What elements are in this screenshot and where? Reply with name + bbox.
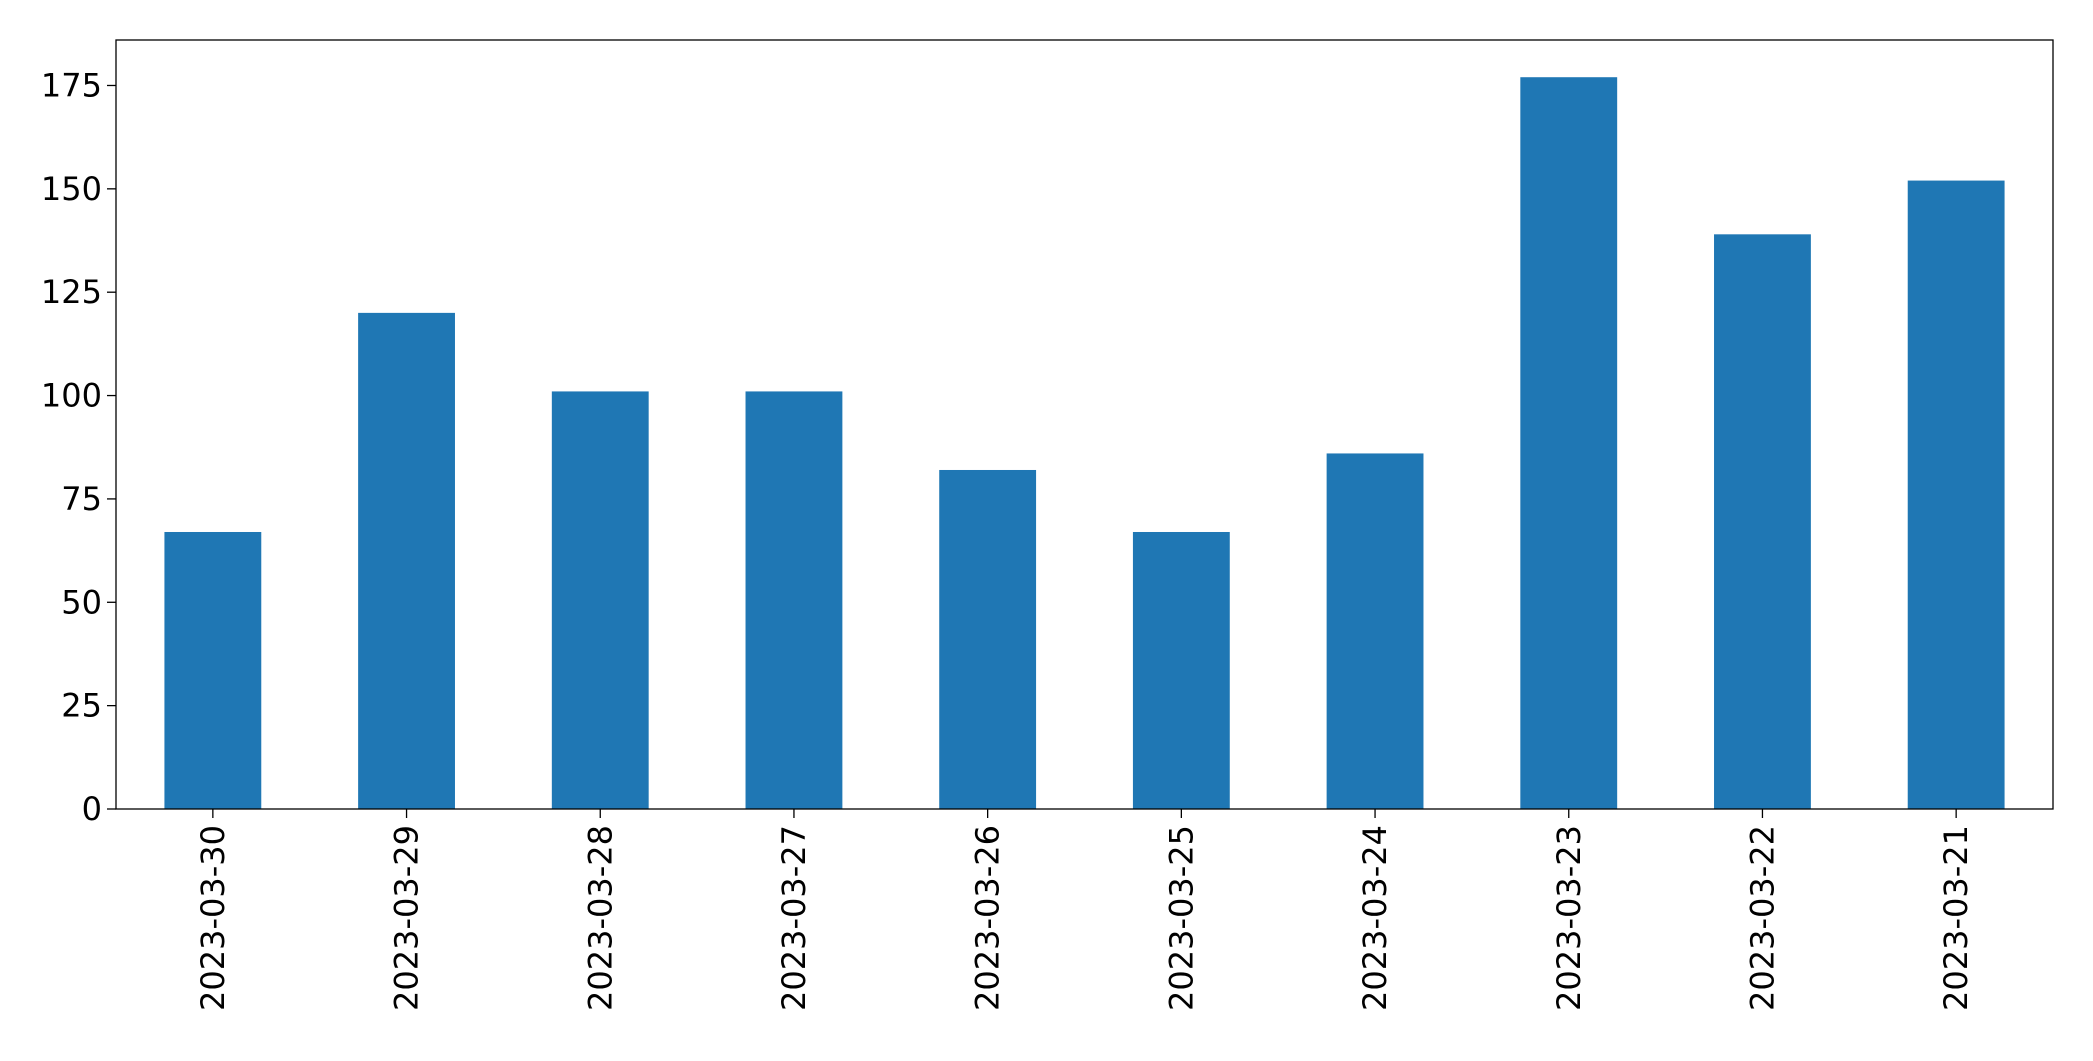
bar [551, 391, 649, 809]
y-tick-label: 150 [41, 170, 102, 208]
x-tick-label: 2023-03-26 [969, 825, 1007, 1011]
y-tick-label: 0 [82, 790, 102, 828]
bar [1907, 180, 2005, 809]
x-tick-label: 2023-03-27 [775, 825, 813, 1011]
bar [358, 312, 455, 809]
x-tick-label: 2023-03-23 [1550, 825, 1588, 1011]
y-tick-label: 175 [41, 66, 102, 104]
y-tick-label: 25 [61, 687, 102, 725]
y-tick-label: 75 [61, 480, 102, 518]
bar [1132, 531, 1230, 809]
x-tick-label: 2023-03-25 [1162, 825, 1200, 1011]
bar [939, 469, 1037, 809]
x-tick-label: 2023-03-29 [388, 825, 426, 1011]
bar [1520, 77, 1618, 810]
x-tick-label: 2023-03-28 [581, 825, 619, 1011]
x-tick-label: 2023-03-21 [1937, 825, 1975, 1011]
bar [1326, 453, 1424, 809]
plot-frame [115, 39, 2054, 810]
x-tick-label: 2023-03-24 [1356, 825, 1394, 1011]
x-tick-label: 2023-03-30 [194, 825, 232, 1011]
bar [1714, 234, 1811, 809]
x-tick-label: 2023-03-22 [1743, 825, 1781, 1011]
y-tick-label: 100 [41, 377, 102, 415]
bar [745, 391, 843, 809]
bar [164, 531, 262, 809]
y-tick-label: 50 [61, 583, 102, 621]
y-tick-label: 125 [41, 273, 102, 311]
